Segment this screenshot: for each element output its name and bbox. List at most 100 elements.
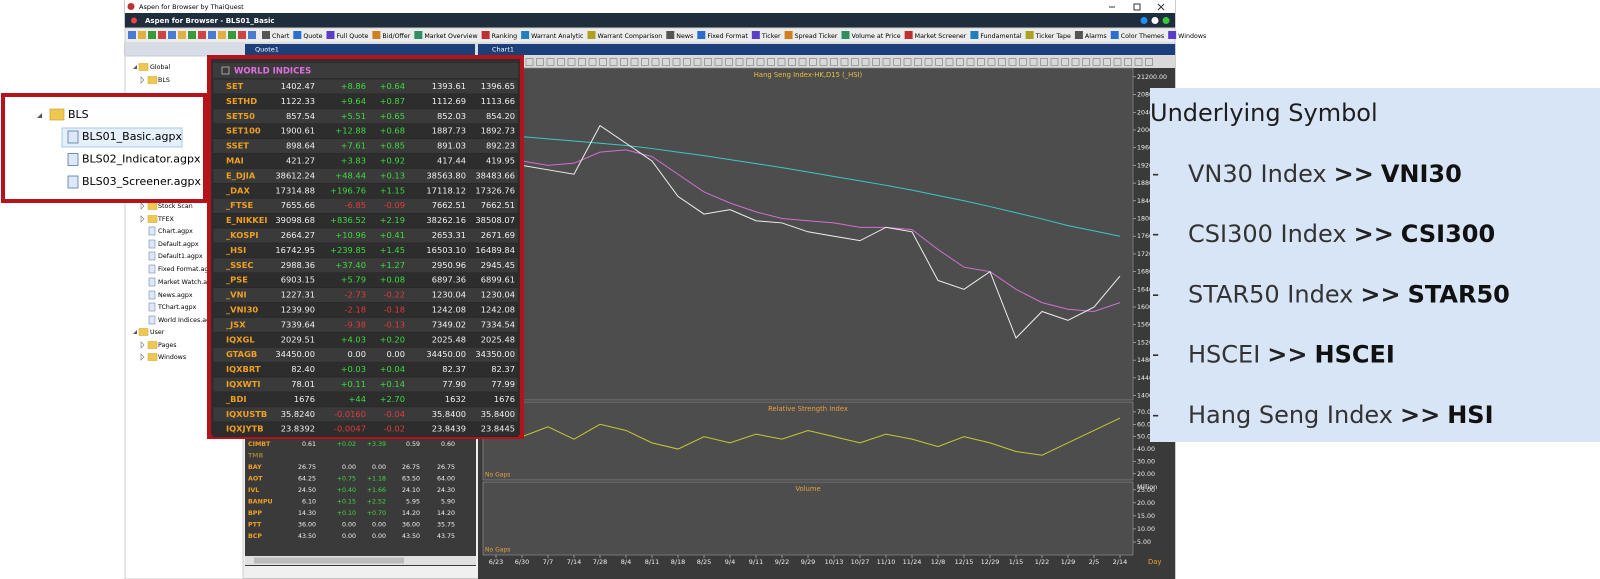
chart-tool[interactable] bbox=[851, 58, 859, 66]
tree-item[interactable]: User bbox=[150, 329, 165, 336]
chart-tool[interactable] bbox=[756, 58, 765, 66]
chart-tool[interactable] bbox=[630, 58, 639, 66]
tab-label[interactable]: Chart1 bbox=[492, 46, 514, 54]
tree-item[interactable]: Windows bbox=[158, 354, 186, 361]
chart-tool[interactable] bbox=[830, 58, 838, 66]
window-control[interactable] bbox=[1133, 3, 1141, 11]
callout-folder[interactable]: BLS bbox=[68, 108, 89, 121]
collapse-icon[interactable] bbox=[221, 66, 230, 75]
header-icon[interactable] bbox=[1162, 17, 1170, 24]
tree-item[interactable]: Pages bbox=[158, 342, 177, 349]
toolbar-icon[interactable] bbox=[228, 31, 236, 39]
chart-tool[interactable] bbox=[693, 58, 702, 66]
chart-tool[interactable] bbox=[1103, 58, 1111, 66]
table-row[interactable] bbox=[212, 421, 519, 437]
tree-item[interactable]: Default.agpx bbox=[158, 241, 199, 248]
toolbar-button[interactable]: Market Overview bbox=[414, 31, 478, 40]
chart-tool[interactable] bbox=[1019, 58, 1027, 66]
chart-tool[interactable] bbox=[924, 58, 933, 66]
tree-item[interactable]: Global bbox=[150, 64, 170, 71]
toolbar-button[interactable]: Chart bbox=[262, 31, 290, 40]
toolbar-button[interactable]: Volume at Price bbox=[841, 31, 901, 40]
callout-file[interactable]: BLS03_Screener.agpx bbox=[82, 175, 201, 188]
chart-tool[interactable] bbox=[819, 58, 828, 66]
chart-tool[interactable] bbox=[525, 58, 534, 66]
toolbar-button[interactable]: News bbox=[666, 31, 693, 40]
chart-tool[interactable] bbox=[893, 58, 901, 66]
tree-item[interactable]: BLS bbox=[158, 77, 170, 84]
toolbar-icon[interactable] bbox=[198, 31, 206, 39]
chart-tool[interactable] bbox=[767, 58, 775, 66]
chart-tool[interactable] bbox=[977, 58, 985, 66]
chart-tool[interactable] bbox=[704, 58, 712, 66]
quote-symbol[interactable]: CIMBT bbox=[248, 441, 271, 448]
toolbar-button[interactable]: Spread Ticker bbox=[784, 31, 838, 40]
quote-symbol[interactable]: PTT bbox=[248, 522, 262, 529]
callout-file[interactable]: BLS02_Indicator.agpx bbox=[82, 153, 201, 166]
toolbar-button[interactable]: Ticker Tape bbox=[1025, 31, 1071, 40]
chart-tool[interactable] bbox=[557, 58, 565, 66]
toolbar-button[interactable]: Fundamental bbox=[970, 31, 1022, 40]
chart-tool[interactable] bbox=[935, 58, 943, 66]
chart-tool[interactable] bbox=[746, 58, 754, 66]
chart-tool[interactable] bbox=[1124, 58, 1132, 66]
chart-tool[interactable] bbox=[914, 58, 922, 66]
chart-tool[interactable] bbox=[956, 58, 964, 66]
toolbar-button[interactable]: Warrant Comparison bbox=[587, 31, 663, 40]
chart-tool[interactable] bbox=[777, 58, 786, 66]
toolbar-icon[interactable] bbox=[238, 31, 246, 39]
toolbar-button[interactable]: Alarms bbox=[1074, 31, 1107, 40]
chart-tool[interactable] bbox=[672, 58, 681, 66]
toolbar-button[interactable]: Fixed Format bbox=[697, 31, 748, 40]
chart-tool[interactable] bbox=[641, 58, 649, 66]
toolbar-icon[interactable] bbox=[218, 31, 226, 39]
chart-tool[interactable] bbox=[1040, 58, 1048, 66]
window-control[interactable] bbox=[1157, 3, 1165, 11]
toolbar-icon[interactable] bbox=[188, 31, 196, 39]
quote-symbol[interactable]: IVL bbox=[248, 487, 259, 494]
toolbar-icon[interactable] bbox=[208, 31, 216, 39]
quote-scroll-thumb[interactable] bbox=[254, 557, 404, 564]
chart-tool[interactable] bbox=[599, 58, 607, 66]
chart-tool[interactable] bbox=[882, 58, 891, 66]
chart-tool[interactable] bbox=[798, 58, 807, 66]
chart-tool[interactable] bbox=[546, 58, 555, 66]
tree-item[interactable]: News.agpx bbox=[158, 292, 193, 299]
chart-tool[interactable] bbox=[1071, 58, 1080, 66]
chart-tool[interactable] bbox=[788, 58, 796, 66]
toolbar-icon[interactable] bbox=[178, 31, 186, 39]
chart-tool[interactable] bbox=[1061, 58, 1069, 66]
quote-symbol[interactable]: BCP bbox=[248, 533, 262, 540]
chart-tool[interactable] bbox=[536, 58, 544, 66]
quote-symbol[interactable]: BANPU bbox=[248, 499, 273, 506]
tree-item[interactable]: Market Watch.a bbox=[158, 279, 207, 286]
toolbar-icon[interactable] bbox=[168, 31, 176, 39]
toolbar-button[interactable]: Quote bbox=[293, 31, 323, 40]
chart-tool[interactable] bbox=[651, 58, 660, 66]
quote-symbol[interactable]: AOT bbox=[248, 476, 263, 483]
chart-tool[interactable] bbox=[683, 58, 691, 66]
chart-tab[interactable] bbox=[478, 44, 1175, 55]
chart-tool[interactable] bbox=[1029, 58, 1038, 66]
chart-tool[interactable] bbox=[998, 58, 1006, 66]
toolbar-button[interactable]: Market Screener bbox=[904, 31, 967, 40]
header-icon[interactable] bbox=[1140, 17, 1148, 24]
quote-symbol[interactable]: BAY bbox=[248, 464, 262, 471]
toolbar-icon[interactable] bbox=[248, 31, 256, 39]
chart-tool[interactable] bbox=[662, 58, 670, 66]
tree-item[interactable]: World Indices.ag bbox=[158, 317, 210, 324]
chart-tool[interactable] bbox=[567, 58, 576, 66]
callout-file[interactable]: BLS01_Basic.agpx bbox=[82, 130, 182, 143]
tree-item[interactable]: Fixed Format.ag bbox=[158, 266, 208, 273]
toolbar-button[interactable]: Ticker bbox=[751, 31, 781, 40]
toolbar-icon[interactable] bbox=[148, 31, 156, 39]
toolbar-icon[interactable] bbox=[138, 31, 146, 39]
chart-tool[interactable] bbox=[872, 58, 880, 66]
chart-tool[interactable] bbox=[809, 58, 817, 66]
tree-item[interactable]: Default1.agpx bbox=[158, 253, 203, 260]
chart-tool[interactable] bbox=[578, 58, 586, 66]
chart-tool[interactable] bbox=[1113, 58, 1122, 66]
toolbar-icon[interactable] bbox=[128, 31, 136, 39]
chart-tool[interactable] bbox=[588, 58, 597, 66]
header-icon[interactable] bbox=[1151, 17, 1159, 24]
